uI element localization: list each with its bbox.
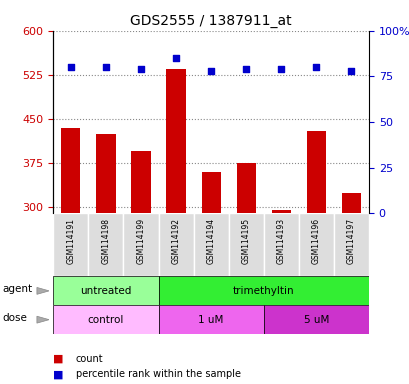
Bar bbox=[96, 134, 115, 213]
Text: count: count bbox=[76, 354, 103, 364]
Text: GSM114199: GSM114199 bbox=[136, 218, 145, 264]
Bar bbox=[306, 131, 325, 213]
Text: agent: agent bbox=[2, 284, 32, 294]
Bar bbox=[333, 213, 368, 276]
Point bbox=[67, 64, 74, 70]
Bar bbox=[131, 151, 150, 213]
Text: control: control bbox=[88, 314, 124, 325]
Point bbox=[137, 66, 144, 72]
Bar bbox=[123, 213, 158, 276]
Text: dose: dose bbox=[2, 313, 27, 323]
Text: GSM114193: GSM114193 bbox=[276, 218, 285, 264]
Text: GSM114198: GSM114198 bbox=[101, 218, 110, 264]
Point bbox=[347, 68, 354, 74]
Title: GDS2555 / 1387911_at: GDS2555 / 1387911_at bbox=[130, 14, 291, 28]
Bar bbox=[88, 213, 123, 276]
Bar bbox=[158, 305, 263, 334]
Bar bbox=[53, 305, 158, 334]
Text: GSM114191: GSM114191 bbox=[66, 218, 75, 264]
Bar bbox=[298, 213, 333, 276]
Point bbox=[277, 66, 284, 72]
Text: GSM114192: GSM114192 bbox=[171, 218, 180, 264]
Bar bbox=[53, 213, 88, 276]
Bar bbox=[201, 172, 220, 213]
Bar bbox=[166, 69, 185, 213]
Bar bbox=[263, 305, 368, 334]
Text: GSM114194: GSM114194 bbox=[206, 218, 215, 264]
Text: trimethyltin: trimethyltin bbox=[232, 286, 294, 296]
Text: untreated: untreated bbox=[80, 286, 131, 296]
Text: ■: ■ bbox=[53, 354, 64, 364]
Point bbox=[243, 66, 249, 72]
Bar bbox=[158, 276, 368, 305]
Text: GSM114195: GSM114195 bbox=[241, 218, 250, 264]
Point bbox=[207, 68, 214, 74]
Bar bbox=[158, 213, 193, 276]
Bar bbox=[193, 213, 228, 276]
Polygon shape bbox=[37, 316, 49, 323]
Text: 1 uM: 1 uM bbox=[198, 314, 223, 325]
Text: GSM114197: GSM114197 bbox=[346, 218, 355, 264]
Text: 5 uM: 5 uM bbox=[303, 314, 328, 325]
Point bbox=[102, 64, 109, 70]
Bar bbox=[236, 163, 255, 213]
Text: ■: ■ bbox=[53, 369, 64, 379]
Bar bbox=[228, 213, 263, 276]
Text: percentile rank within the sample: percentile rank within the sample bbox=[76, 369, 240, 379]
Polygon shape bbox=[37, 287, 49, 294]
Point bbox=[312, 64, 319, 70]
Bar bbox=[53, 276, 158, 305]
Point bbox=[172, 55, 179, 61]
Bar bbox=[341, 192, 360, 213]
Text: GSM114196: GSM114196 bbox=[311, 218, 320, 264]
Bar bbox=[271, 210, 290, 213]
Bar bbox=[61, 128, 80, 213]
Bar bbox=[263, 213, 298, 276]
